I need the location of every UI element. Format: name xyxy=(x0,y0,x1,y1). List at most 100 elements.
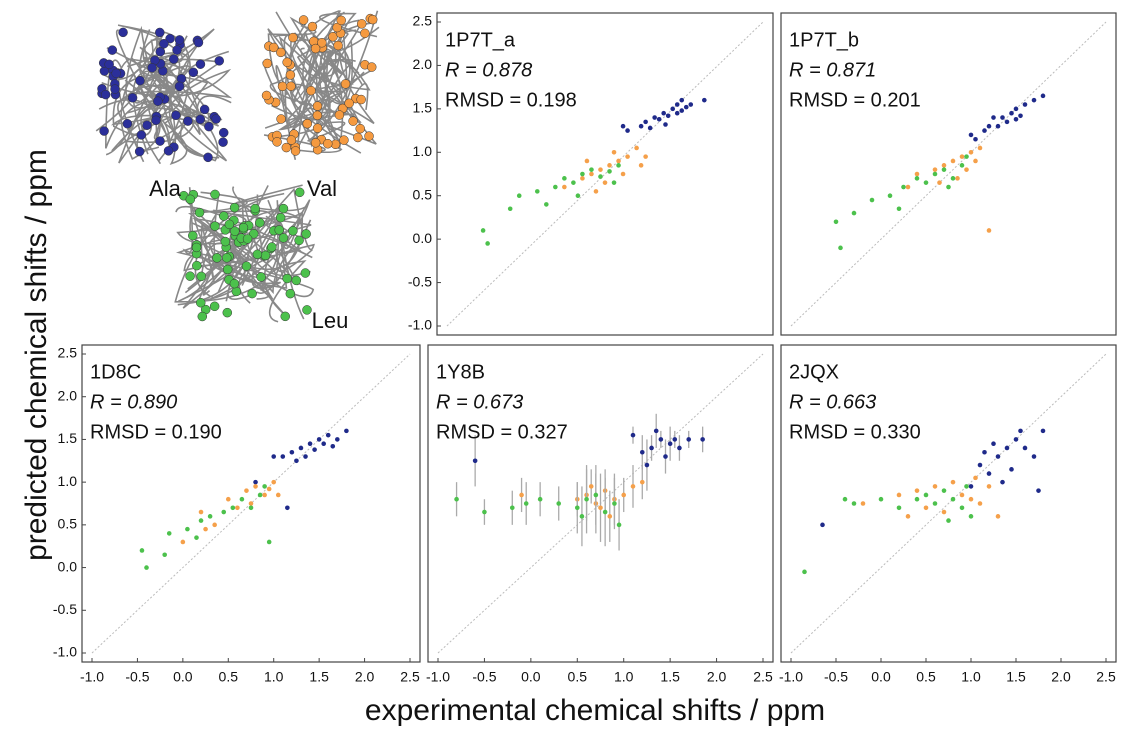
atom xyxy=(249,229,259,239)
atom xyxy=(197,311,208,322)
point xyxy=(262,492,267,498)
atom xyxy=(196,271,207,282)
point xyxy=(166,531,172,536)
point xyxy=(991,441,996,447)
atom xyxy=(364,131,374,141)
point xyxy=(932,167,938,172)
point xyxy=(638,163,644,168)
point xyxy=(677,445,682,451)
point xyxy=(1000,479,1005,485)
atom xyxy=(155,46,166,57)
point xyxy=(534,189,540,194)
ribbon xyxy=(132,69,212,155)
point xyxy=(630,432,636,438)
atom xyxy=(291,275,302,286)
annotation: 1P7T_a xyxy=(445,29,516,51)
point xyxy=(611,149,617,155)
point xyxy=(556,501,562,506)
point xyxy=(507,206,513,212)
atom xyxy=(340,79,351,89)
point xyxy=(321,441,326,447)
point xyxy=(700,437,705,442)
atom xyxy=(285,70,296,80)
ribbon xyxy=(267,28,371,130)
atom xyxy=(155,136,165,146)
point xyxy=(644,462,650,468)
y-tick-label: 1.0 xyxy=(58,473,78,489)
atom xyxy=(174,81,185,92)
annotation: R = 0.673 xyxy=(436,391,523,413)
point xyxy=(1009,110,1014,116)
y-tick-label: -1.0 xyxy=(408,317,432,333)
y-tick-label: 1.0 xyxy=(413,143,433,159)
point xyxy=(519,492,524,498)
atom xyxy=(282,57,292,68)
point xyxy=(621,492,627,498)
point xyxy=(480,228,486,233)
ribbon xyxy=(262,61,356,154)
point xyxy=(620,123,626,129)
structure-label: Leu xyxy=(312,308,349,333)
point xyxy=(977,501,983,506)
x-tick-label: 1.5 xyxy=(309,669,329,685)
point xyxy=(198,509,204,515)
atom xyxy=(191,242,202,253)
x-tick-label: -0.5 xyxy=(125,669,149,685)
point xyxy=(574,505,580,511)
atom xyxy=(127,93,138,103)
atom xyxy=(290,146,301,156)
atom xyxy=(312,110,323,121)
point xyxy=(667,441,673,447)
x-tick-label: 2.5 xyxy=(1096,669,1116,685)
ribbon xyxy=(289,12,378,125)
atom xyxy=(260,250,271,261)
structures xyxy=(95,10,380,323)
point xyxy=(1004,445,1010,451)
x-tick-label: 2.0 xyxy=(355,669,375,685)
x-tick-label: 0.0 xyxy=(173,669,193,685)
atom xyxy=(339,135,349,145)
atom xyxy=(153,96,163,106)
point xyxy=(686,437,692,442)
point xyxy=(995,514,1001,519)
point xyxy=(941,509,947,515)
point xyxy=(294,458,299,464)
atom xyxy=(211,114,221,124)
point xyxy=(896,206,902,212)
atom xyxy=(188,230,198,241)
point xyxy=(602,509,608,515)
ribbon xyxy=(112,74,220,159)
point xyxy=(1004,119,1010,125)
point xyxy=(950,158,956,164)
x-tick-label: 1.0 xyxy=(961,669,981,685)
point xyxy=(544,202,549,207)
atom xyxy=(118,27,128,38)
point xyxy=(588,484,594,489)
point xyxy=(298,445,304,451)
point xyxy=(923,505,929,511)
point xyxy=(973,136,978,142)
point xyxy=(959,505,965,511)
x-tick-label: 0.5 xyxy=(568,669,588,685)
point xyxy=(607,514,613,519)
point xyxy=(946,518,951,523)
atom xyxy=(275,212,286,223)
point xyxy=(611,180,617,185)
atom xyxy=(219,211,229,221)
atom xyxy=(294,235,304,246)
point xyxy=(584,496,589,502)
y-tick-label: -0.5 xyxy=(53,601,77,617)
atom xyxy=(209,301,220,312)
point xyxy=(472,458,478,464)
point xyxy=(1013,116,1019,122)
atom xyxy=(212,253,222,263)
point xyxy=(959,492,965,498)
diagonal xyxy=(790,21,1107,327)
point xyxy=(248,501,254,506)
point xyxy=(580,171,585,177)
point xyxy=(571,180,576,185)
point xyxy=(887,193,893,199)
atom xyxy=(288,226,298,236)
atom xyxy=(231,286,242,297)
point xyxy=(964,167,969,172)
